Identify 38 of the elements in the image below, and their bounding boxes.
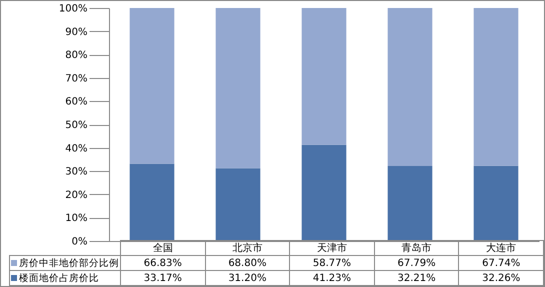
bar [130,164,174,241]
legend-label: 房价中非地价部分比例 [10,256,120,270]
bar [388,8,432,166]
bar [216,8,260,168]
bar [130,8,174,164]
y-tick-label: 20% [65,190,88,201]
data-label: 31.20% [205,270,290,286]
y-tick-label: 50% [65,120,88,131]
y-tick-label: 70% [65,73,88,84]
y-tick-label: 40% [65,143,88,154]
y-tick-label: 10% [65,213,88,224]
data-label: 32.21% [374,270,459,286]
bar [302,144,346,241]
bar [302,8,346,145]
y-tick-label: 30% [65,166,88,178]
y-tick-label: 60% [65,96,88,108]
bar [474,166,518,241]
y-tick-label: 80% [65,50,88,62]
data-label: 67.74% [458,256,544,270]
x-tick-label: 全国 [120,240,206,256]
data-label: 33.17% [120,270,206,286]
data-label: 67.79% [374,256,459,270]
bar [474,8,518,166]
data-label: 32.26% [458,270,544,286]
bar [388,166,432,241]
y-tick-label: 90% [65,26,88,38]
data-label: 41.23% [290,270,374,286]
y-tick-label: 0% [72,236,88,248]
bar [216,168,260,241]
x-tick-label: 青岛市 [374,240,459,256]
y-tick-label: 100% [58,4,88,14]
legend-label: 楼面地价占房价比 [10,270,120,286]
x-tick-label: 北京市 [205,240,290,256]
data-label: 58.77% [290,256,374,270]
data-label: 68.80% [205,256,290,270]
data-label: 66.83% [120,256,206,270]
x-tick-label: 大连市 [458,240,544,256]
x-tick-label: 天津市 [290,240,374,256]
